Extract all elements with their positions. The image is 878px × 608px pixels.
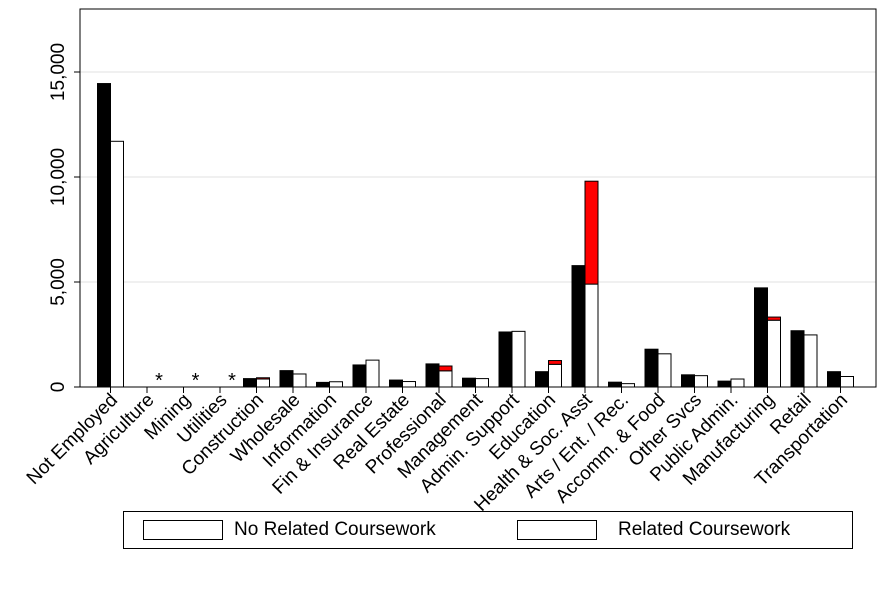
gridlines xyxy=(80,71,876,283)
x-axis-labels: Not EmployedAgricultureMiningUtilitiesCo… xyxy=(23,387,852,516)
bar-black-professional xyxy=(425,363,440,388)
bar-black-transportation xyxy=(827,371,841,388)
bar-black-accomm-food xyxy=(644,348,659,388)
bar-black-other-svcs xyxy=(681,374,695,388)
bar-white-arts-ent-rec xyxy=(621,383,635,388)
y-tick-label: 15,000 xyxy=(48,43,69,101)
suppressed-marker-utilities: * xyxy=(228,370,236,392)
bar-white-public-admin xyxy=(730,378,745,388)
bar-black-arts-ent-rec xyxy=(608,381,622,388)
bar-black-education xyxy=(535,371,549,388)
legend-label-no-related: No Related Coursework xyxy=(234,519,436,540)
bar-black-retail xyxy=(790,330,805,388)
bar-black-manufacturing xyxy=(754,287,768,388)
bar-black-not-employed xyxy=(97,83,111,388)
suppressed-marker-mining: * xyxy=(192,370,200,392)
bar-white-manufacturing xyxy=(767,319,781,388)
bar-black-fin-insurance xyxy=(352,364,367,388)
y-tick-label: 10,000 xyxy=(48,148,69,206)
plot-frame xyxy=(79,8,877,388)
suppressed-marker-agriculture: * xyxy=(155,370,163,392)
bar-red-manufacturing xyxy=(767,316,781,321)
legend-swatch-no-related xyxy=(143,520,223,540)
bar-white-wholesale xyxy=(292,373,307,388)
bar-white-not-employed xyxy=(110,140,124,388)
legend: No Related Coursework Related Coursework xyxy=(123,511,853,549)
legend-swatch-related xyxy=(517,520,597,540)
bar-red-construction xyxy=(256,377,270,380)
bar-black-admin-support xyxy=(498,331,513,388)
bar-black-wholesale xyxy=(279,370,294,388)
bar-white-information xyxy=(329,381,343,388)
bar-white-real-estate xyxy=(402,381,416,388)
bar-black-construction xyxy=(243,378,257,388)
bar-black-information xyxy=(316,381,330,388)
bar-red-education xyxy=(548,360,562,365)
bar-white-professional xyxy=(438,370,453,388)
bar-black-real-estate xyxy=(389,379,403,388)
y-axis-ticks: 0 5,000 10,000 15,000 xyxy=(48,43,80,392)
bar-white-transportation xyxy=(840,376,854,388)
bar-white-accomm-food xyxy=(657,353,672,388)
bar-white-construction xyxy=(256,378,270,388)
bar-white-admin-support xyxy=(511,330,526,388)
bar-white-management xyxy=(475,378,489,388)
y-tick-label: 0 xyxy=(48,382,69,393)
bar-red-professional xyxy=(438,365,453,372)
bar-black-management xyxy=(462,377,476,388)
bar-black-health-soc-asst xyxy=(571,265,586,388)
bar-white-retail xyxy=(803,334,818,388)
bar-black-public-admin xyxy=(717,380,732,388)
bar-white-other-svcs xyxy=(694,375,708,388)
bar-white-education xyxy=(548,363,562,388)
legend-label-related: Related Coursework xyxy=(618,519,791,540)
y-tick-label: 5,000 xyxy=(48,258,69,306)
bars: * * * xyxy=(97,83,854,392)
bar-white-fin-insurance xyxy=(365,359,380,388)
bar-red-health-soc-asst xyxy=(584,180,599,285)
bar-white-health-soc-asst xyxy=(584,283,599,388)
